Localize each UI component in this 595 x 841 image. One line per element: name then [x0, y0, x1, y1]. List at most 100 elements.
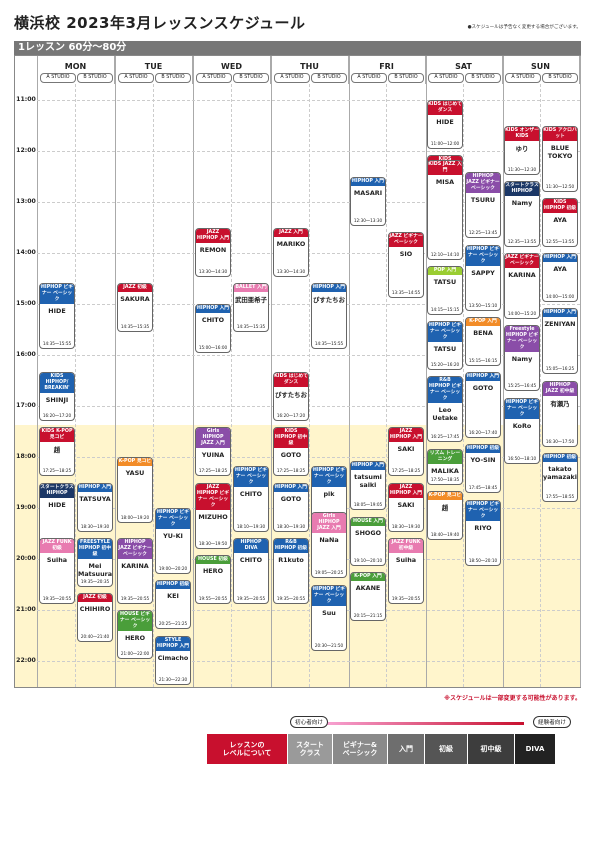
class-card[interactable]: HOUSE ビギナー ベーシック HERO 21:00〜22:00: [117, 610, 153, 659]
class-card[interactable]: HIPHOP ビギナー ベーシック CHITO 18:10〜19:30: [233, 465, 269, 532]
class-card[interactable]: HIPHOP 入門 ぴすたちお 14:35〜15:55: [311, 282, 347, 349]
class-card[interactable]: HIPHOP ビギナー ベーシック SAPPY 13:50〜15:10: [465, 244, 501, 311]
class-card[interactable]: KIDS JAZZ 入門 MISA 12:10〜14:10: [427, 159, 463, 260]
instructor-name: TSURU: [470, 196, 496, 205]
instructor-name: SAKI: [397, 445, 415, 454]
class-card[interactable]: HIPHOP 初級 KEI 20:25〜21:25: [155, 580, 191, 630]
class-name: リズム トレーニング: [428, 449, 462, 464]
class-card[interactable]: HIPHOP JAZZ 初中級 有瀬乃 16:30〜17:50: [542, 380, 578, 447]
class-card[interactable]: KIDS はじめて ダンス HIDE 11:00〜12:00: [427, 100, 463, 149]
class-time: 14:35〜15:35: [120, 323, 150, 329]
class-name: JAZZ ビギナー ベーシック: [505, 254, 539, 268]
class-card[interactable]: JAZZ ビギナー ベーシック KARINA 14:00〜15:20: [504, 253, 540, 319]
instructor-name: SAKURA: [120, 294, 150, 303]
class-card[interactable]: HIPHOP 入門 CHITO 15:00〜16:00: [195, 304, 231, 353]
class-time: 16:30〜17:50: [545, 438, 575, 444]
class-card[interactable]: FREESTYLE HIPHOP 初中級 Mei Matsuura 19:35〜20…: [77, 537, 113, 587]
class-card[interactable]: スタートクラス HIPHOP Namy 12:35〜13:55: [504, 180, 540, 247]
hour-line: [37, 151, 580, 152]
class-card[interactable]: HIPHOP 入門 ZENIYAN 15:05〜16:25: [542, 308, 578, 375]
class-card[interactable]: K-POP 入門 BENA 15:15〜16:15: [465, 316, 501, 366]
class-card[interactable]: Girls HIPHOP JAZZ 入門 YUINA 17:25〜18:25: [195, 427, 231, 477]
class-card[interactable]: K-POP 見コピ趙 18:40〜19:40: [427, 491, 463, 540]
class-card[interactable]: HIPHOP ビギナー ベーシック HIDE 14:35〜15:55: [39, 282, 75, 349]
class-card[interactable]: Girls HIPHOP JAZZ 入門 NaNa 19:05〜20:25: [311, 512, 347, 579]
class-card[interactable]: HIPHOP ビギナー ベーシック YU-KI 19:00〜20:20: [155, 508, 191, 574]
class-card[interactable]: HIPHOP 初級 YO-SIN 17:45〜18:45: [465, 444, 501, 494]
class-name: HIPHOP JAZZ ビギナー ベーシック: [118, 538, 152, 559]
instructor-name: BENA: [473, 328, 493, 337]
class-card[interactable]: HIPHOP JAZZ ビギナー ベーシック KARINA 19:35〜20:55: [117, 537, 153, 604]
instructor-name: MIZUHO: [198, 512, 228, 521]
class-card[interactable]: JAZZ HIPHOP ビギナー ベーシック MIZUHO 18:30〜19:50: [195, 482, 231, 549]
class-card[interactable]: HIPHOP 入門 tatsumi saiki 18:05〜19:05: [350, 461, 386, 511]
time-label: 13:00: [16, 198, 36, 205]
class-card[interactable]: KIDS K-POP 見コピ趙 17:25〜18:25: [39, 427, 75, 477]
studio-b-label: B STUDIO: [233, 73, 269, 83]
class-card[interactable]: JAZZ ビギナー ベーシック SIO 13:35〜14:55: [388, 231, 424, 298]
class-card[interactable]: STYLE HIPHOP 入門 Cimacho 21:30〜22:30: [155, 635, 191, 685]
class-card[interactable]: JAZZ HIPHOP 入門 SAKI 18:30〜19:30: [388, 482, 424, 532]
class-card[interactable]: JAZZ HIPHOP 入門 SAKI 17:25〜18:25: [388, 427, 424, 477]
class-card[interactable]: HIPHOP 入門 TATSUYA 18:30〜19:30: [77, 482, 113, 532]
instructor-name: TATSU: [433, 345, 457, 353]
instructor-name: HIDE: [436, 118, 454, 126]
class-time: 13:30〜14:30: [276, 268, 306, 274]
class-card[interactable]: R&B HIPHOP ビギナー ベーシック Leo Uetake 16:25〜17:…: [427, 376, 463, 443]
beginner-tag: 初心者向け: [290, 716, 328, 728]
class-card[interactable]: KIDS オンザー KIDS ゆり 11:30〜12:30: [504, 125, 540, 175]
class-card[interactable]: HIPHOP 入門 AYA 14:00〜15:00: [542, 253, 578, 302]
class-card[interactable]: HIPHOP DIVA CHITO 19:35〜20:55: [233, 537, 269, 604]
class-name: KIDS オンザー KIDS: [505, 126, 539, 141]
class-card[interactable]: HIPHOP 入門 MASARI 12:30〜13:30: [350, 176, 386, 226]
instructor-name: Leo Uetake: [432, 406, 458, 423]
class-name: スタートクラス HIPHOP: [40, 483, 74, 498]
class-card[interactable]: K-POP 見コピ YASU 18:00〜19:20: [117, 457, 153, 523]
class-card[interactable]: HIPHOP ビギナー ベーシック KoRo 16:50〜18:10: [504, 397, 540, 464]
class-name: JAZZ HIPHOP ビギナー ベーシック: [196, 483, 230, 510]
class-card[interactable]: KIDS アクロバット BLUE TOKYO 11:30〜12:50: [542, 125, 578, 192]
class-time: 21:30〜22:30: [158, 676, 188, 682]
class-card[interactable]: HIPHOP 入門 GOTO 16:20〜17:40: [465, 372, 501, 438]
class-name: K-POP 見コピ: [428, 492, 462, 500]
class-card[interactable]: K-POP 入門 AKANE 20:15〜21:15: [350, 571, 386, 621]
class-card[interactable]: HIPHOP 入門 GOTO 18:30〜19:30: [273, 482, 309, 532]
studio-b-label: B STUDIO: [542, 73, 578, 83]
class-card[interactable]: KIDS HIPHOP/ BREAKIN' SHINJI 16:20〜17:20: [39, 372, 75, 421]
class-card[interactable]: KIDS HIPHOP 初級 AYA 12:55〜13:55: [542, 197, 578, 247]
instructor-name: KoRo: [512, 421, 532, 430]
class-name: K-POP 見コピ: [118, 458, 152, 466]
class-card[interactable]: HIPHOP 初級 takato yamazaki 17:55〜18:55: [542, 452, 578, 502]
instructor-name: KEI: [167, 592, 179, 601]
class-card[interactable]: KIDS HIPHOP 初中級 GOTO 17:25〜18:25: [273, 427, 309, 477]
class-name: HIPHOP ビギナー ベーシック: [234, 466, 268, 487]
class-card[interactable]: KIDS はじめて ダンス ぴすたちお 16:20〜17:20: [273, 372, 309, 421]
class-card[interactable]: HIPHOP ビギナー ベーシック RIYO 18:50〜20:10: [465, 499, 501, 566]
class-time: 18:10〜19:30: [236, 523, 266, 529]
instructor-name: KARINA: [508, 271, 536, 279]
instructor-name: TATSUYA: [79, 494, 111, 503]
class-name: R&B HIPHOP 初級: [274, 538, 308, 553]
class-card[interactable]: リズム トレーニング MALIKA 17:50〜18:35: [427, 448, 463, 485]
class-card[interactable]: JAZZ 初級 CHIHIRO 20:40〜21:40: [77, 593, 113, 642]
class-card[interactable]: R&B HIPHOP 初級 R1kuto 19:35〜20:55: [273, 537, 309, 604]
legend-level: DIVA: [515, 734, 555, 764]
class-card[interactable]: HIPHOP ビギナー ベーシック Suu 20:30〜21:50: [311, 584, 347, 651]
class-time: 16:20〜17:40: [468, 430, 498, 435]
class-card[interactable]: JAZZ 初級 SAKURA 14:35〜15:35: [117, 282, 153, 332]
class-card[interactable]: HIPHOP ビギナー ベーシック TATSU 15:20〜16:20: [427, 321, 463, 370]
class-time: 20:30〜21:50: [314, 642, 344, 648]
class-card[interactable]: BALLET 入門 武田亜希子 14:35〜15:35: [233, 282, 269, 332]
class-card[interactable]: HIPHOP JAZZ ビギナー ベーシック TSURU 12:25〜13:45: [465, 172, 501, 239]
class-card[interactable]: JAZZ FUNK 初級 Suiha 19:35〜20:55: [39, 537, 75, 604]
class-card[interactable]: HOUSE 入門 SHOGO 19:10〜20:10: [350, 516, 386, 566]
class-card[interactable]: Freestyle HIPHOP ビギナー ベーシック Namy 15:25〜16:…: [504, 325, 540, 392]
class-card[interactable]: HOUSE 初級 HERO 19:55〜20:55: [195, 554, 231, 604]
class-time: 17:25〜18:25: [276, 468, 306, 474]
class-card[interactable]: JAZZ HIPHOP 入門 REMON 13:30〜14:30: [195, 227, 231, 277]
instructor-name: Namy: [511, 355, 533, 364]
class-card[interactable]: JAZZ FUNK 初中級 Suiha 19:35〜20:55: [388, 537, 424, 604]
class-card[interactable]: JAZZ 入門 MARIKO 13:30〜14:30: [273, 227, 309, 277]
class-card[interactable]: POP 入門 TATSU 14:15〜15:15: [427, 265, 463, 315]
class-card[interactable]: HIPHOP ビギナー ベーシックpik18:10〜19:30: [311, 465, 347, 532]
